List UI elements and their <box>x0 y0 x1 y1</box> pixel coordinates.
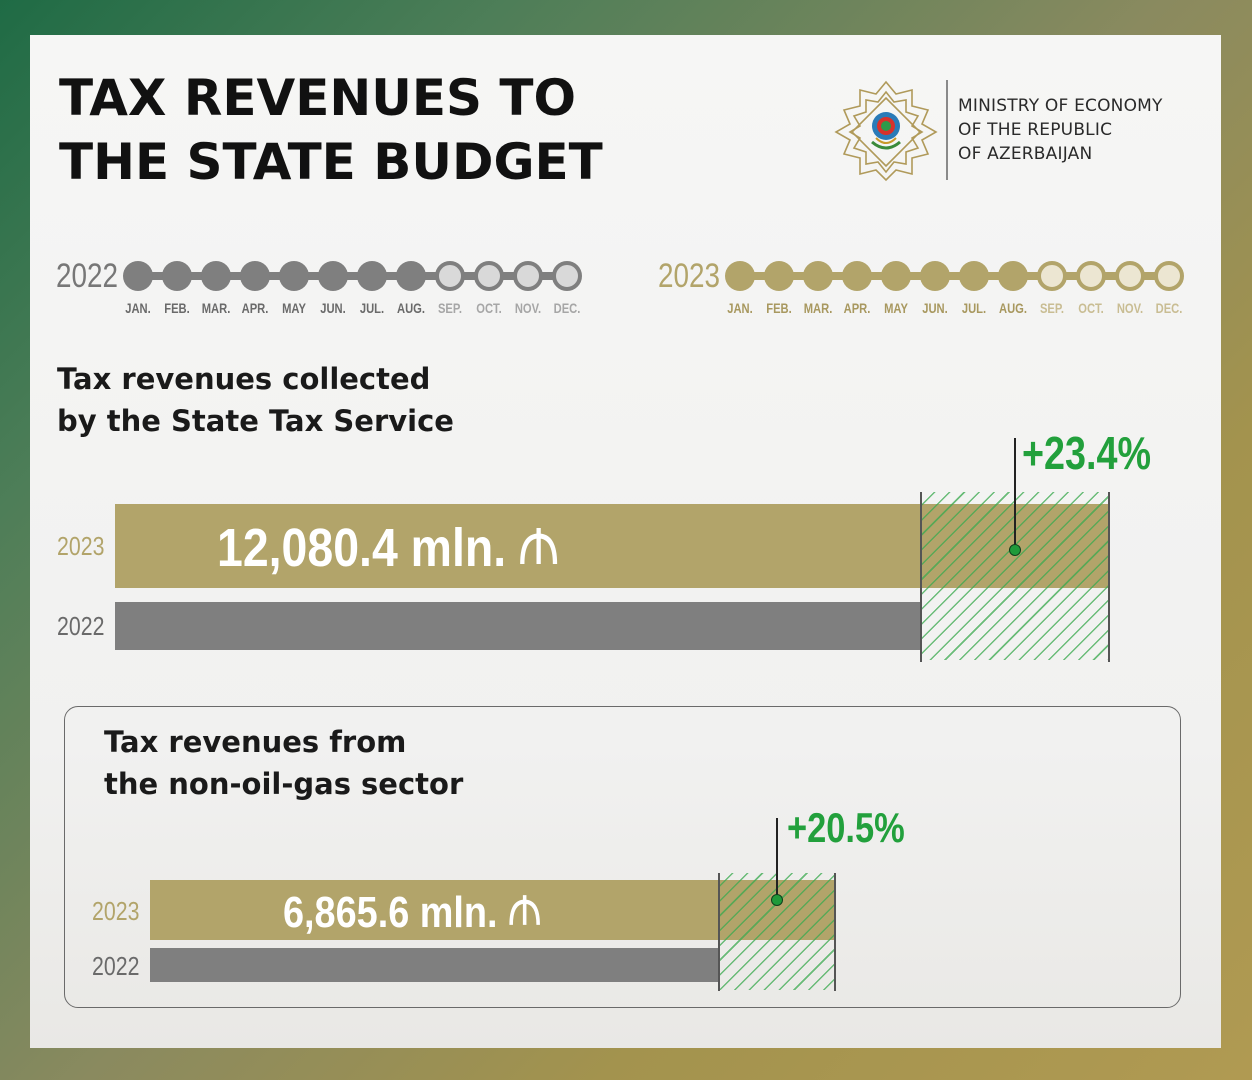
month-dot <box>513 261 543 291</box>
chart1-growth-hatch <box>921 492 1110 660</box>
timeline-2022: 2022 JAN. FEB. MAR. APR. MAY JUN. JUL. AUG. SEP.… <box>56 256 596 322</box>
chart2-title-line-2: the non-oil-gas sector <box>104 767 464 801</box>
ministry-divider <box>946 80 948 180</box>
chart1-value-text: 12,080.4 mln. <box>217 518 507 578</box>
manat-icon <box>519 517 559 579</box>
month-dot <box>201 261 231 291</box>
month-dot <box>1154 261 1184 291</box>
ministry-name: MINISTRY OF ECONOMY OF THE REPUBLIC OF A… <box>958 94 1163 166</box>
chart2-divider-left <box>718 873 720 991</box>
month-dot <box>435 261 465 291</box>
timeline-year: 2023 <box>658 257 721 295</box>
month-label: MAY <box>884 300 908 316</box>
chart1-title-line-2: by the State Tax Service <box>57 404 454 438</box>
month-label: NOV. <box>514 300 542 316</box>
chart2-divider-right <box>834 873 836 991</box>
chart1-divider-left <box>920 492 922 662</box>
month-label: JUN. <box>320 300 346 316</box>
ministry-emblem-icon <box>834 80 938 182</box>
month-dot <box>240 261 270 291</box>
ministry-line-3: OF AZERBAIJAN <box>958 144 1093 164</box>
chart2-title: Tax revenues from the non-oil-gas sector <box>104 721 463 805</box>
chart1-growth-leader <box>1014 438 1016 550</box>
month-dot <box>725 261 755 291</box>
chart2-frame <box>64 706 1181 1008</box>
month-label: JUN. <box>922 300 948 316</box>
month-dot <box>1037 261 1067 291</box>
month-dot <box>881 261 911 291</box>
chart1-year-2022: 2022 <box>57 611 105 641</box>
month-label: APR. <box>843 300 871 316</box>
month-label: JUL. <box>961 300 987 316</box>
timeline-2023: 2023 JAN. FEB. MAR. APR. MAY JUN. JUL. AUG. SEP.… <box>658 256 1198 322</box>
month-dot <box>396 261 426 291</box>
month-dot <box>552 261 582 291</box>
chart1-value-label: 12,080.4 mln. <box>217 517 559 579</box>
month-dot <box>357 261 387 291</box>
month-dot <box>920 261 950 291</box>
page-title: TAX REVENUES TO THE STATE BUDGET <box>59 66 603 194</box>
month-dot <box>279 261 309 291</box>
chart2-title-line-1: Tax revenues from <box>104 725 407 759</box>
month-label: OCT. <box>476 300 502 316</box>
chart2-year-2022: 2022 <box>92 951 140 981</box>
title-line-2: THE STATE BUDGET <box>59 133 603 191</box>
month-label: JAN. <box>727 300 753 316</box>
month-dot <box>1115 261 1145 291</box>
chart2-growth-marker <box>771 894 783 906</box>
month-label: DEC. <box>1155 300 1183 316</box>
month-label: FEB. <box>766 300 792 316</box>
month-label: JUL. <box>359 300 385 316</box>
month-label: SEP. <box>437 300 463 316</box>
month-dot <box>764 261 794 291</box>
chart1-growth-marker <box>1009 544 1021 556</box>
month-label: MAR. <box>803 300 833 316</box>
month-dot <box>318 261 348 291</box>
month-label: SEP. <box>1039 300 1065 316</box>
chart2-bar-2022 <box>150 948 719 982</box>
month-label: DEC. <box>553 300 581 316</box>
month-label: OCT. <box>1078 300 1104 316</box>
month-label: AUG. <box>999 300 1027 316</box>
timeline-track <box>740 272 1169 280</box>
chart1-title: Tax revenues collected by the State Tax … <box>57 358 454 442</box>
chart1-bar-2022 <box>115 602 921 650</box>
chart2-growth-leader <box>776 818 778 902</box>
chart2-value-text: 6,865.6 mln. <box>283 888 498 937</box>
chart1-growth-label: +23.4% <box>1022 427 1151 479</box>
month-label: MAR. <box>201 300 231 316</box>
chart2-growth-label: +20.5% <box>787 804 905 851</box>
manat-icon <box>508 888 541 938</box>
chart2-value-label: 6,865.6 mln. <box>283 888 541 938</box>
month-label: JAN. <box>125 300 151 316</box>
timeline-track <box>138 272 567 280</box>
timeline-year: 2022 <box>56 257 119 295</box>
month-dot <box>842 261 872 291</box>
chart2-growth-hatch <box>719 873 836 990</box>
chart1-title-line-1: Tax revenues collected <box>57 362 431 396</box>
month-label: NOV. <box>1116 300 1144 316</box>
month-dot <box>123 261 153 291</box>
month-label: FEB. <box>164 300 190 316</box>
month-dot <box>162 261 192 291</box>
month-dot <box>1076 261 1106 291</box>
month-label: MAY <box>282 300 306 316</box>
title-line-1: TAX REVENUES TO <box>59 69 577 127</box>
month-label: APR. <box>241 300 269 316</box>
ministry-line-1: MINISTRY OF ECONOMY <box>958 96 1163 116</box>
chart2-year-2023: 2023 <box>92 896 140 926</box>
chart1-year-2023: 2023 <box>57 531 105 561</box>
month-dot <box>803 261 833 291</box>
month-dot <box>474 261 504 291</box>
chart1-divider-right <box>1108 492 1110 662</box>
month-dot <box>998 261 1028 291</box>
month-dot <box>959 261 989 291</box>
ministry-line-2: OF THE REPUBLIC <box>958 120 1113 140</box>
month-label: AUG. <box>397 300 425 316</box>
